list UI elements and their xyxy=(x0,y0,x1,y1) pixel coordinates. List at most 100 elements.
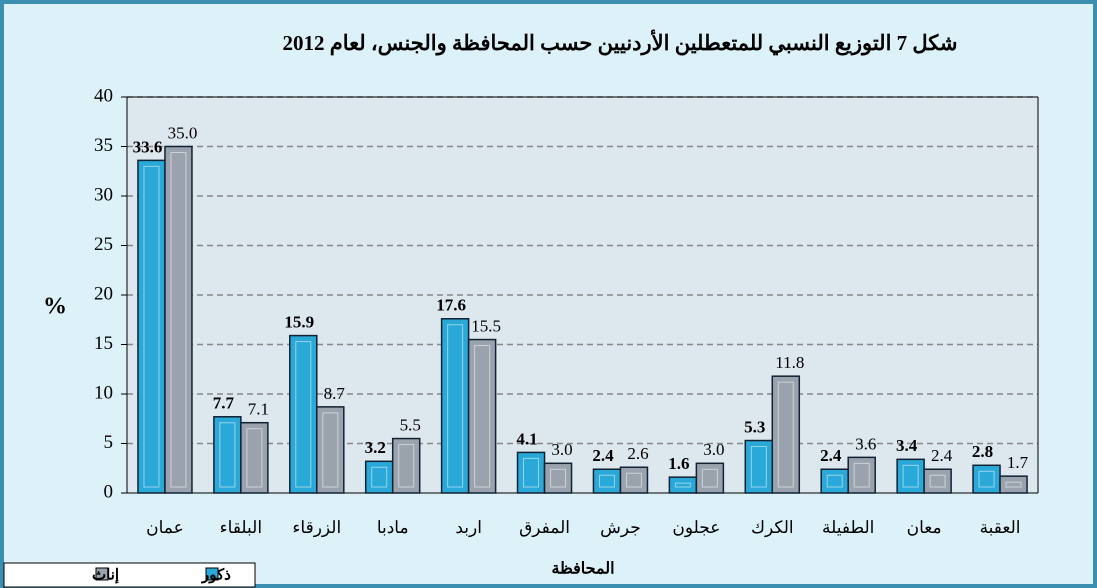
y-tick-label: 25 xyxy=(94,234,113,255)
value-label: 2.6 xyxy=(627,444,648,463)
legend-swatch xyxy=(205,567,219,581)
value-label: 5.3 xyxy=(744,417,765,436)
legend-swatch xyxy=(95,567,109,581)
value-label: 3.0 xyxy=(551,440,572,459)
x-tick-label: الكرك xyxy=(751,518,794,538)
bar xyxy=(391,437,421,494)
bar-inner xyxy=(474,345,491,488)
bar xyxy=(137,159,166,494)
bar-inner xyxy=(295,341,312,488)
bar-inner xyxy=(143,165,160,488)
value-label: 17.6 xyxy=(436,296,466,315)
value-label: 2.4 xyxy=(820,446,842,465)
bar xyxy=(164,145,193,494)
bar-inner xyxy=(853,462,870,488)
bar-inner xyxy=(826,474,843,488)
value-label: 3.0 xyxy=(703,440,724,459)
value-label: 3.6 xyxy=(855,434,876,453)
value-label: 2.4 xyxy=(592,446,614,465)
bar xyxy=(972,464,1001,494)
bar-inner xyxy=(598,474,615,488)
bar-inner xyxy=(978,470,995,488)
y-tick-label: 0 xyxy=(104,481,114,502)
y-tick-label: 5 xyxy=(104,432,114,453)
x-tick-label: جرش xyxy=(600,518,641,538)
bar xyxy=(364,460,394,494)
y-tick-label: 20 xyxy=(94,283,113,304)
legend-label: إناث xyxy=(92,567,119,583)
bar xyxy=(289,334,318,494)
value-label: 2.4 xyxy=(931,446,953,465)
bar xyxy=(999,475,1028,494)
bar-inner xyxy=(550,468,567,488)
bar-inner xyxy=(246,428,263,488)
x-tick-label: مادبا xyxy=(377,518,409,537)
x-tick-label: البلقاء xyxy=(220,518,262,537)
value-label: 15.9 xyxy=(284,312,314,331)
x-tick-label: اربد xyxy=(455,518,482,538)
x-tick-label: الزرقاء xyxy=(292,518,341,538)
bar-inner xyxy=(1005,481,1022,488)
value-label: 3.2 xyxy=(365,438,386,457)
x-tick-label: عمان xyxy=(146,518,184,537)
x-tick-label: عجلون xyxy=(672,518,720,538)
bar-inner xyxy=(777,381,794,488)
bar-inner xyxy=(674,482,691,488)
y-tick-label: 40 xyxy=(94,85,113,106)
legend-label: ذكور xyxy=(201,567,231,583)
bar xyxy=(847,456,876,494)
y-axis-label: % xyxy=(43,294,67,320)
bar xyxy=(695,462,725,494)
bar-inner xyxy=(902,464,919,488)
value-label: 3.4 xyxy=(896,436,918,455)
x-axis-label: المحافظة xyxy=(551,561,614,578)
bar-inner xyxy=(701,468,718,488)
bar xyxy=(668,476,698,494)
x-tick-label: الطفيلة xyxy=(822,518,874,537)
bar xyxy=(467,338,497,494)
bar-inner xyxy=(322,412,339,488)
value-label: 35.0 xyxy=(168,123,198,142)
bar xyxy=(771,375,801,494)
value-label: 15.5 xyxy=(471,316,501,335)
value-label: 7.1 xyxy=(248,400,269,419)
value-label: 8.7 xyxy=(324,384,346,403)
bar xyxy=(440,318,470,494)
bar xyxy=(896,458,925,494)
bar-inner xyxy=(447,324,464,488)
bar xyxy=(592,468,622,494)
bar-inner xyxy=(929,474,946,488)
value-label: 2.8 xyxy=(972,442,993,461)
bar-inner xyxy=(750,446,767,488)
value-label: 33.6 xyxy=(133,137,163,156)
bar xyxy=(619,466,649,494)
y-tick-label: 10 xyxy=(94,382,113,403)
x-tick-label: العقبة xyxy=(980,518,1021,537)
value-label: 1.7 xyxy=(1007,453,1029,472)
bar-inner xyxy=(625,472,642,488)
value-label: 11.8 xyxy=(775,353,804,372)
bar xyxy=(213,416,242,494)
bar xyxy=(543,462,573,494)
bar xyxy=(316,406,345,494)
bar-inner xyxy=(523,457,540,488)
x-tick-label: المفرق xyxy=(519,518,570,538)
y-tick-label: 35 xyxy=(94,135,113,156)
x-tick-label: معان xyxy=(907,518,942,537)
y-tick-label: 15 xyxy=(94,333,113,354)
value-label: 5.5 xyxy=(400,415,421,434)
bar xyxy=(240,421,269,494)
bar xyxy=(744,439,774,494)
bar xyxy=(820,468,849,494)
value-label: 1.6 xyxy=(668,454,689,473)
bar-inner xyxy=(219,422,236,488)
value-label: 4.1 xyxy=(516,429,537,448)
chart-title: شكل 7 التوزيع النسبي للمتعطلين الأردنيين… xyxy=(282,29,957,56)
bar-inner xyxy=(170,152,187,488)
bar-inner xyxy=(371,466,388,488)
bar xyxy=(923,468,952,494)
y-tick-label: 30 xyxy=(94,184,113,205)
bar-inner xyxy=(398,444,415,488)
value-label: 7.7 xyxy=(213,394,235,413)
